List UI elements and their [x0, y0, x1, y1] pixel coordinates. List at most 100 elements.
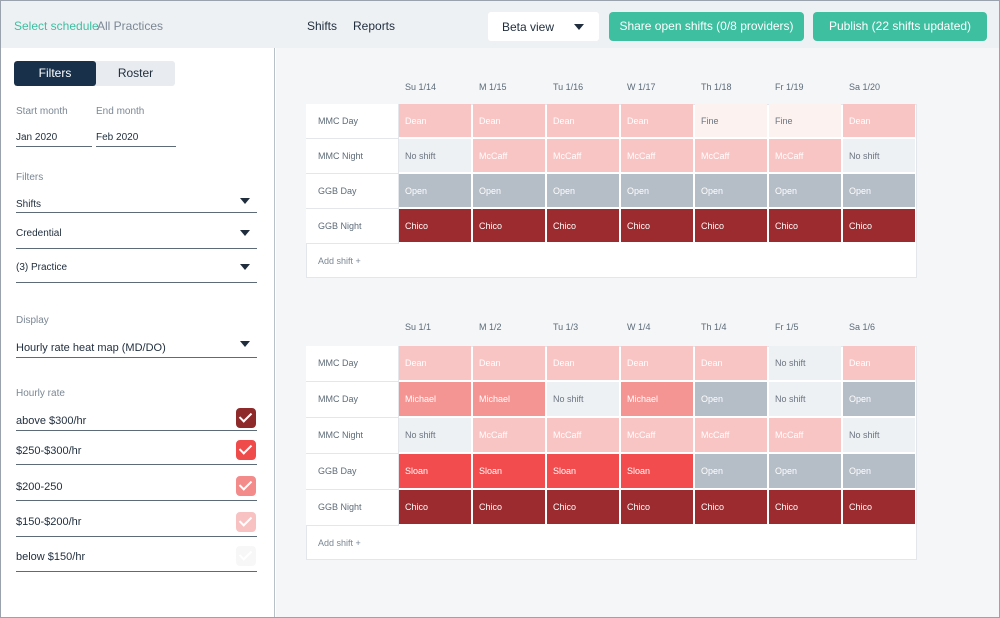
row-label-box [306, 454, 399, 490]
shift-cell[interactable] [399, 174, 471, 207]
shift-cell[interactable] [843, 454, 915, 488]
shift-cell[interactable] [695, 418, 767, 452]
add-shift-button[interactable]: Add shift + [318, 256, 361, 266]
shift-cell-label: Dean [849, 116, 871, 126]
shift-cell[interactable] [695, 490, 767, 524]
shift-cell[interactable] [399, 490, 471, 524]
shift-cell[interactable] [547, 490, 619, 524]
shift-cell[interactable] [621, 382, 693, 416]
shift-cell-label: Open [627, 186, 650, 196]
shift-cell[interactable] [843, 104, 915, 137]
shift-cell[interactable] [621, 209, 693, 242]
shift-cell[interactable] [399, 382, 471, 416]
shift-cell[interactable] [695, 346, 767, 380]
shift-cell[interactable] [769, 174, 841, 207]
shift-cell-label: Dean [405, 358, 427, 368]
row-label: MMC Night [318, 430, 364, 440]
shift-cell[interactable] [547, 104, 619, 137]
shift-cell[interactable] [547, 139, 619, 172]
shift-cell[interactable] [473, 418, 545, 452]
rate-checkbox-below-150[interactable] [236, 546, 256, 566]
shift-cell[interactable] [843, 490, 915, 524]
shift-cell[interactable] [473, 104, 545, 137]
shift-cell[interactable] [621, 454, 693, 488]
shift-cell[interactable] [695, 209, 767, 242]
shift-cell[interactable] [695, 454, 767, 488]
view-dropdown[interactable]: Beta view [488, 12, 599, 41]
shift-cell[interactable] [399, 139, 471, 172]
end-month-field[interactable]: Feb 2020 [96, 132, 139, 143]
shift-cell[interactable] [473, 382, 545, 416]
row-label: GGB Night [318, 221, 362, 231]
shift-cell[interactable] [769, 139, 841, 172]
shift-cell-label: Dean [701, 358, 723, 368]
shift-cell[interactable] [473, 454, 545, 488]
shift-cell[interactable] [473, 139, 545, 172]
shift-cell[interactable] [621, 139, 693, 172]
shift-cell[interactable] [695, 104, 767, 137]
shift-cell-label: Chico [701, 221, 725, 231]
shift-cell[interactable] [547, 418, 619, 452]
display-dropdown[interactable]: Hourly rate heat map (MD/DO) [16, 342, 166, 354]
shift-cell[interactable] [473, 174, 545, 207]
shift-cell[interactable] [473, 490, 545, 524]
shift-cell[interactable] [547, 346, 619, 380]
shift-cell[interactable] [473, 209, 545, 242]
shift-cell[interactable] [399, 454, 471, 488]
shift-cell[interactable] [399, 418, 471, 452]
shift-cell[interactable] [843, 382, 915, 416]
tab-roster[interactable]: Roster [117, 66, 154, 80]
shift-cell[interactable] [695, 174, 767, 207]
shift-cell[interactable] [547, 174, 619, 207]
all-practices-link[interactable]: All Practices [97, 19, 164, 33]
shift-cell[interactable] [769, 104, 841, 137]
shift-cell[interactable] [843, 139, 915, 172]
shift-cell-label: Sloan [479, 466, 503, 476]
shift-cell[interactable] [769, 209, 841, 242]
chevron-down-icon [240, 230, 250, 236]
rate-checkbox-250-300[interactable] [236, 440, 256, 460]
filter-practice-dropdown[interactable]: (3) Practice [16, 262, 68, 273]
shift-cell[interactable] [399, 209, 471, 242]
filter-shifts-dropdown[interactable]: Shifts [16, 199, 42, 210]
publish-button[interactable]: Publish (22 shifts updated) [813, 12, 987, 41]
shift-cell-label: Open [701, 466, 724, 476]
shift-cell[interactable] [843, 346, 915, 380]
shift-cell[interactable] [621, 346, 693, 380]
shift-cell[interactable] [621, 490, 693, 524]
shift-cell[interactable] [769, 454, 841, 488]
day-header: Fr 1/19 [775, 82, 804, 92]
shift-cell[interactable] [769, 382, 841, 416]
shift-cell[interactable] [547, 209, 619, 242]
add-shift-button[interactable]: Add shift + [318, 538, 361, 548]
start-month-field[interactable]: Jan 2020 [16, 132, 58, 143]
tab-filters[interactable]: Filters [14, 61, 96, 86]
shift-cell[interactable] [399, 104, 471, 137]
shift-cell[interactable] [843, 209, 915, 242]
shift-cell[interactable] [843, 174, 915, 207]
shift-cell[interactable] [769, 418, 841, 452]
shift-cell[interactable] [769, 490, 841, 524]
shift-cell[interactable] [547, 382, 619, 416]
shift-cell[interactable] [473, 346, 545, 380]
nav-shifts[interactable]: Shifts [307, 19, 338, 33]
shift-cell[interactable] [621, 104, 693, 137]
shift-cell[interactable] [769, 346, 841, 380]
shift-cell[interactable] [695, 139, 767, 172]
rate-checkbox-200-250[interactable] [236, 476, 256, 496]
shift-cell[interactable] [399, 346, 471, 380]
shift-cell-label: Open [849, 466, 872, 476]
shift-cell[interactable] [621, 418, 693, 452]
day-header: Tu 1/3 [553, 322, 579, 332]
shift-cell[interactable] [547, 454, 619, 488]
share-open-shifts-button[interactable]: Share open shifts (0/8 providers) [609, 12, 804, 41]
rate-checkbox-above-300[interactable] [236, 408, 256, 428]
rate-checkbox-150-200[interactable] [236, 512, 256, 532]
shift-cell[interactable] [843, 418, 915, 452]
shift-cell-label: No shift [405, 430, 436, 440]
shift-cell[interactable] [621, 174, 693, 207]
shift-cell[interactable] [695, 382, 767, 416]
filter-credential-dropdown[interactable]: Credential [16, 228, 62, 239]
select-schedule-link[interactable]: Select schedule [14, 19, 99, 33]
nav-reports[interactable]: Reports [353, 19, 396, 33]
